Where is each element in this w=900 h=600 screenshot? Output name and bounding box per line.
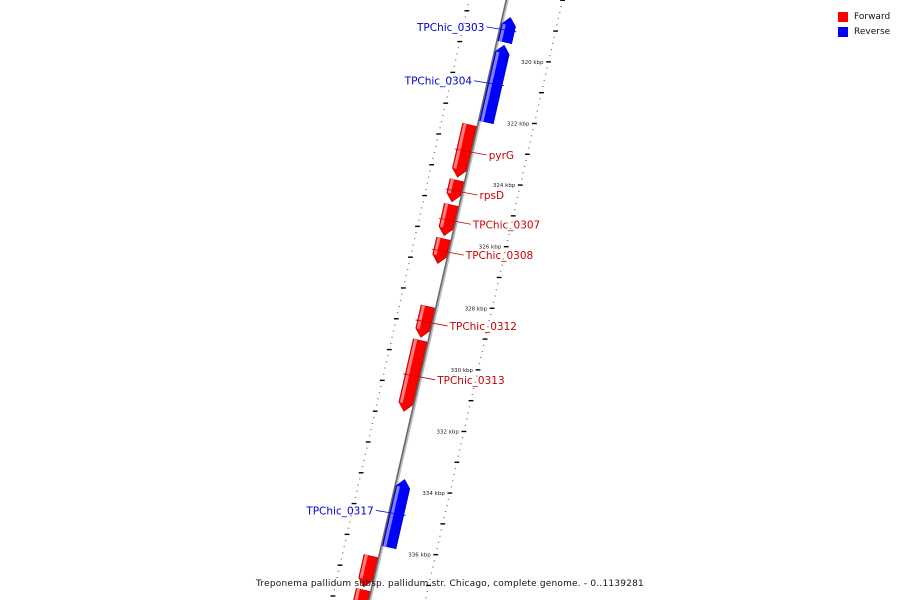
gene-arrow[interactable]: [358, 554, 378, 588]
gene-label[interactable]: rpsD: [480, 190, 505, 202]
legend-forward-label: Forward: [854, 11, 891, 22]
label-layer: TPChic_0303 TPChic_0304 pyrG rpsD TPChic_030…: [305, 22, 540, 518]
legend-reverse: Reverse: [838, 24, 890, 39]
genome-caption: Treponema pallidum subsp. pallidum str. …: [256, 579, 644, 589]
gene-label-leader: [474, 80, 505, 87]
gene-arrow[interactable]: [432, 236, 451, 264]
gene-label[interactable]: pyrG: [489, 150, 514, 162]
gene-arrow[interactable]: [415, 304, 436, 338]
tick-label: 326 kbp: [479, 245, 502, 251]
gene-arrow[interactable]: [452, 122, 477, 178]
gene-label-leader: [445, 188, 478, 196]
tick-label: 330 kbp: [451, 368, 474, 374]
forward-swatch: [838, 11, 848, 22]
gene-label[interactable]: TPChic_0313: [436, 375, 504, 387]
gene-label-leader: [375, 509, 406, 516]
tick-label: 336 kbp: [408, 553, 431, 559]
gene-label-leader: [415, 319, 448, 327]
gene-label-leader: [431, 248, 464, 256]
tick-label: 324 kbp: [493, 183, 516, 189]
ruler-layer: 320 kbp 322 kbp 324 kbp 326 kbp 328 kbp 330 k…: [330, 0, 566, 599]
tick-label: 332 kbp: [436, 429, 459, 435]
gene-layer: [353, 17, 516, 600]
tick-label: 322 kbp: [507, 121, 530, 127]
tick-label: 334 kbp: [422, 491, 445, 497]
tick-label: 328 kbp: [465, 306, 488, 312]
gene-label-leader: [403, 373, 436, 381]
gene-label[interactable]: TPChic_0304: [404, 76, 473, 88]
gene-arrow[interactable]: [398, 338, 428, 412]
gene-label-leader: [454, 148, 487, 156]
gene-arrow[interactable]: [446, 178, 464, 203]
gene-label[interactable]: TPChic_0308: [465, 250, 533, 262]
tick-label: 320 kbp: [521, 60, 544, 66]
gene-label[interactable]: TPChic_0303: [416, 22, 484, 34]
gene-label[interactable]: TPChic_0317: [305, 505, 373, 517]
gene-label-leader: [486, 26, 517, 33]
gene-label-leader: [438, 217, 471, 225]
gene-label[interactable]: TPChic_0312: [449, 321, 517, 333]
gene-arrow[interactable]: [353, 587, 371, 600]
legend-forward: Forward: [838, 9, 890, 24]
legend-reverse-label: Reverse: [854, 26, 891, 37]
reverse-swatch: [838, 26, 848, 37]
gene-label[interactable]: TPChic_0307: [472, 219, 540, 231]
gene-arrow[interactable]: [438, 202, 459, 237]
legend: Forward Reverse: [838, 9, 890, 39]
